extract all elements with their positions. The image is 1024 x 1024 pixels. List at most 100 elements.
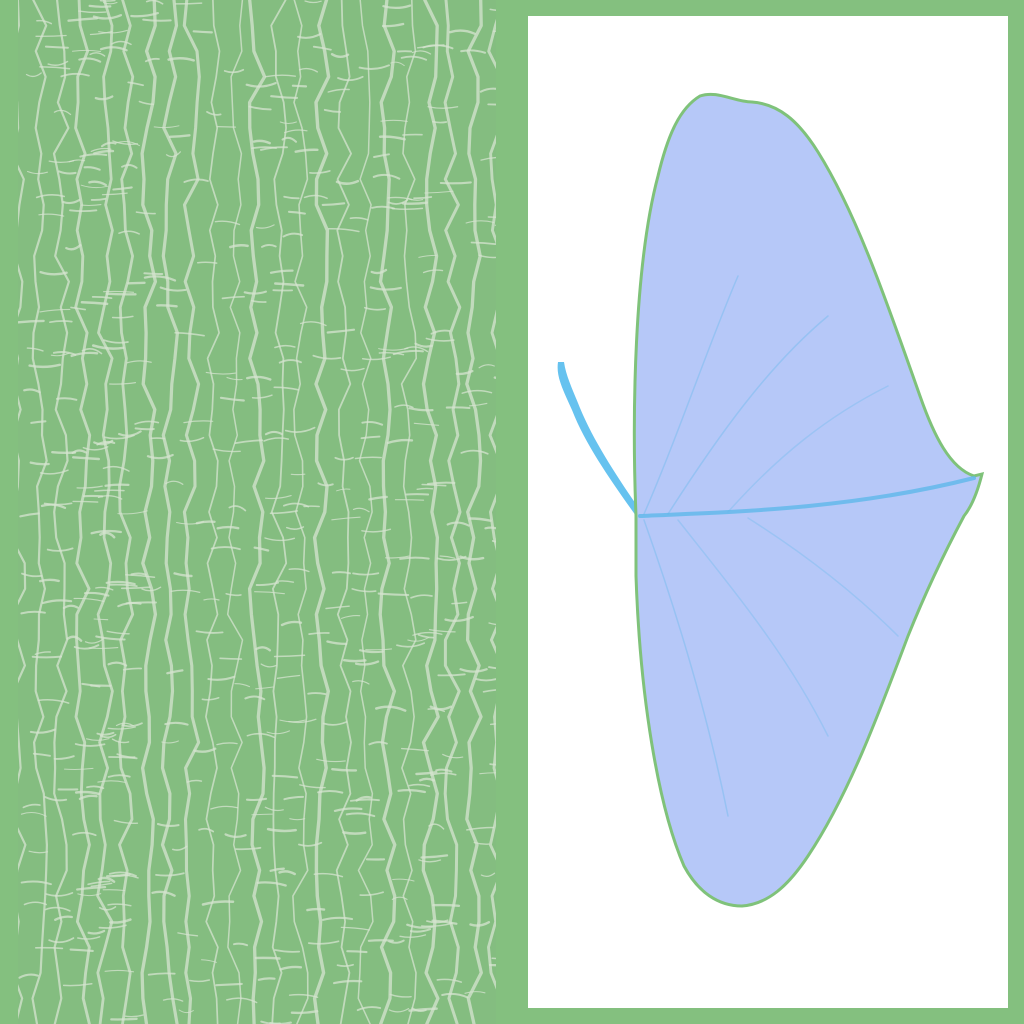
bark-cell-edge — [422, 44, 454, 50]
bark-cell-edge — [81, 682, 101, 688]
bark-cell-edge — [98, 924, 127, 929]
bark-cell-edge — [480, 872, 496, 878]
bark-cell-edge — [107, 661, 128, 667]
bark-cell-edge — [269, 269, 294, 274]
bark-cell-edge — [225, 593, 242, 597]
bark-cell-edge — [175, 2, 203, 5]
bark-cell-edge — [274, 344, 296, 349]
bark-ridge — [443, 0, 462, 1024]
bark-cell-edge — [99, 531, 116, 539]
bark-cell-edge — [29, 728, 56, 734]
bark-cell-edge — [201, 959, 217, 963]
bark-cell-edge — [387, 196, 413, 201]
bark-cell-edge — [291, 84, 308, 88]
bark-cell-edge — [437, 673, 466, 677]
bark-cell-edge — [431, 919, 458, 925]
bark-cell-edge — [62, 983, 93, 987]
bark-cell-edge — [489, 763, 496, 766]
bark-cell-edge — [53, 109, 72, 116]
atlas-margin-middle — [496, 0, 528, 1024]
bark-cell-edge — [255, 686, 274, 690]
bark-cell-edge — [382, 4, 412, 10]
bark-cell-edge — [103, 290, 135, 293]
bark-cell-edge — [430, 772, 457, 776]
bark-cell-edge — [397, 789, 426, 794]
bark-cell-edge — [361, 356, 391, 361]
bark-cell-edge — [478, 254, 496, 259]
bark-cell-edge — [451, 601, 468, 605]
bark-cell-edge — [333, 807, 363, 812]
leaf-blade — [632, 92, 985, 908]
bark-cell-edge — [62, 199, 81, 205]
bark-cell-edge — [210, 805, 239, 810]
bark-cell-edge — [82, 446, 109, 451]
bark-cell-edge — [279, 965, 303, 971]
bark-cell-edge — [445, 406, 471, 410]
bark-cell-edge — [69, 948, 94, 952]
bark-cell-edge — [91, 344, 125, 350]
bark-cell-edge — [226, 997, 258, 1004]
bark-cell-edge — [279, 121, 297, 125]
bark-cell-edge — [103, 1, 118, 5]
bark-cell-edge — [84, 638, 104, 644]
bark-cell-edge — [121, 722, 143, 728]
bark-cell-edge — [50, 352, 70, 357]
bark-cell-edge — [278, 870, 296, 876]
bark-cell-edge — [67, 17, 99, 22]
bark-cell-edge — [411, 50, 432, 55]
bark-cell-edge — [165, 151, 181, 158]
bark-cell-edge — [304, 0, 322, 4]
bark-cell-edge — [201, 697, 220, 701]
bark-cell-edge — [439, 555, 456, 559]
bark-cell-edge — [221, 295, 245, 300]
bark-cell-edge — [491, 957, 496, 960]
bark-cell-edge — [290, 1010, 319, 1015]
bark-texture-tile — [18, 0, 496, 1024]
bark-cell-edge — [435, 768, 453, 773]
bark-cell-edge — [153, 125, 180, 129]
bark-cell-edge — [489, 8, 496, 12]
bark-cell-edge — [303, 194, 328, 200]
bark-cell-edge — [426, 481, 456, 486]
bark-cell-edge — [99, 0, 116, 2]
bark-cell-edge — [94, 95, 114, 101]
bark-cell-edge — [224, 833, 247, 838]
bark-cell-edge — [349, 217, 369, 221]
bark-cell-edge — [399, 556, 430, 560]
bark-cell-edge — [99, 46, 128, 52]
bark-cell-edge — [226, 376, 243, 381]
bark-cell-edge — [251, 394, 273, 399]
bark-cell-edge — [488, 622, 496, 626]
bark-cell-edge — [394, 499, 425, 501]
bark-cell-edge — [80, 184, 109, 189]
bark-ridge — [378, 0, 397, 1024]
bark-cell-edge — [107, 774, 131, 778]
bark-cell-edge — [44, 906, 71, 912]
bark-ridge — [335, 0, 352, 1024]
bark-cell-edge — [235, 846, 262, 851]
bark-cell-edge — [370, 268, 388, 275]
bark-cell-edge — [51, 451, 77, 455]
bark-cell-edge — [88, 647, 119, 650]
bark-cell-edge — [273, 386, 300, 391]
bark-cell-edge — [408, 407, 434, 412]
bark-cell-edge — [70, 351, 99, 358]
bark-cell-edge — [479, 772, 496, 775]
bark-cell-edge — [368, 495, 388, 501]
bark-cell-edge — [469, 402, 488, 407]
bark-ridge — [487, 18, 496, 990]
bark-cell-edge — [73, 597, 105, 602]
bark-cell-edge — [183, 420, 214, 424]
bark-cell-edge — [261, 244, 277, 248]
bark-cell-edge — [36, 19, 53, 25]
bark-cell-edge — [444, 615, 474, 623]
bark-cell-edge — [441, 992, 469, 999]
bark-cell-edge — [385, 555, 410, 559]
bark-cell-edge — [186, 779, 203, 783]
bark-cell-edge — [111, 738, 130, 744]
bark-cell-edge — [39, 578, 60, 583]
bark-cell-edge — [354, 456, 382, 460]
bark-cell-edge — [111, 40, 132, 46]
bark-cell-edge — [254, 591, 285, 595]
bark-cell-edge — [294, 148, 319, 153]
